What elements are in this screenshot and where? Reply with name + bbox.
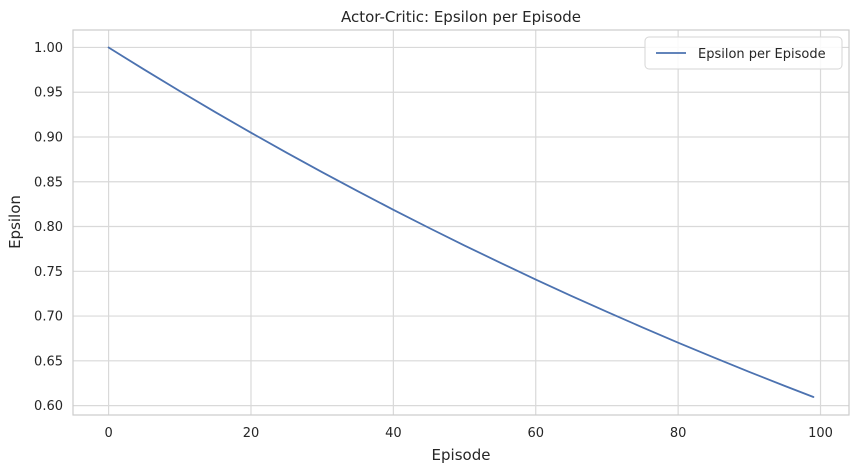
- x-tick-label: 80: [670, 426, 687, 441]
- x-axis-title: Episode: [432, 446, 491, 464]
- y-tick-label: 0.90: [34, 130, 63, 145]
- plot-frame: [72, 29, 850, 416]
- x-tick-label: 100: [808, 426, 833, 441]
- x-tick-label: 0: [104, 426, 112, 441]
- y-tick-label: 0.60: [34, 399, 63, 414]
- gridlines: [73, 30, 849, 415]
- x-tick-label: 20: [243, 426, 260, 441]
- y-tick-label: 0.95: [34, 86, 63, 101]
- tick-labels: 0 20 40 60 80 100 0.60 0.65 0.70 0.75 0.80 0.85 0.90…: [34, 41, 833, 441]
- x-tick-label: 60: [527, 426, 544, 441]
- y-tick-label: 1.00: [34, 41, 63, 56]
- plot-area: [73, 30, 849, 415]
- y-tick-label: 0.65: [34, 354, 63, 369]
- y-axis-title: Epsilon: [6, 195, 24, 249]
- y-tick-label: 0.80: [34, 220, 63, 235]
- series-lines: [107, 46, 815, 398]
- legend-box: [644, 36, 843, 70]
- epsilon-series-line: [107, 46, 815, 398]
- legend-label: Epsilon per Episode: [698, 47, 826, 62]
- legend: Epsilon per Episode: [644, 36, 843, 70]
- chart-title: Actor-Critic: Epsilon per Episode: [341, 8, 581, 26]
- y-tick-label: 0.70: [34, 310, 63, 325]
- x-tick-label: 40: [385, 426, 402, 441]
- y-tick-label: 0.85: [34, 175, 63, 190]
- y-tick-label: 0.75: [34, 265, 63, 280]
